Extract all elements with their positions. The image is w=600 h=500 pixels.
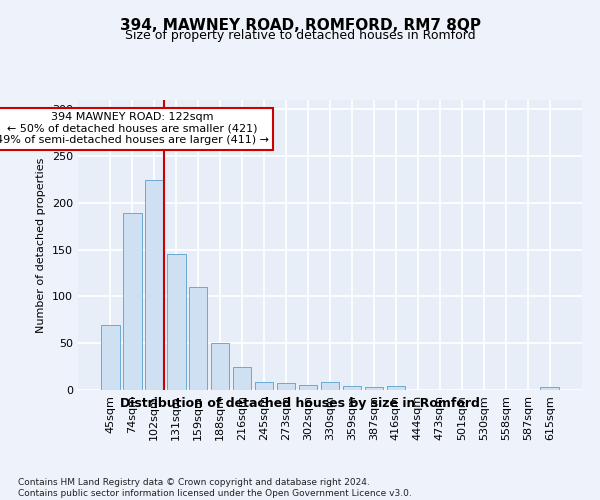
Text: 394 MAWNEY ROAD: 122sqm
← 50% of detached houses are smaller (421)
49% of semi-d: 394 MAWNEY ROAD: 122sqm ← 50% of detache…: [0, 112, 269, 146]
Bar: [386, 386, 405, 390]
Bar: [365, 387, 383, 390]
Bar: [145, 180, 164, 390]
Bar: [233, 366, 251, 390]
Y-axis label: Number of detached properties: Number of detached properties: [37, 158, 46, 332]
Bar: [211, 343, 229, 390]
Text: Contains HM Land Registry data © Crown copyright and database right 2024.
Contai: Contains HM Land Registry data © Crown c…: [18, 478, 412, 498]
Bar: [541, 387, 559, 390]
Bar: [255, 382, 274, 390]
Bar: [320, 382, 340, 390]
Bar: [101, 324, 119, 390]
Bar: [343, 386, 361, 390]
Bar: [277, 384, 295, 390]
Bar: [123, 213, 142, 390]
Bar: [189, 287, 208, 390]
Bar: [167, 254, 185, 390]
Text: Distribution of detached houses by size in Romford: Distribution of detached houses by size …: [120, 398, 480, 410]
Text: Size of property relative to detached houses in Romford: Size of property relative to detached ho…: [125, 29, 475, 42]
Bar: [299, 386, 317, 390]
Text: 394, MAWNEY ROAD, ROMFORD, RM7 8QP: 394, MAWNEY ROAD, ROMFORD, RM7 8QP: [119, 18, 481, 32]
